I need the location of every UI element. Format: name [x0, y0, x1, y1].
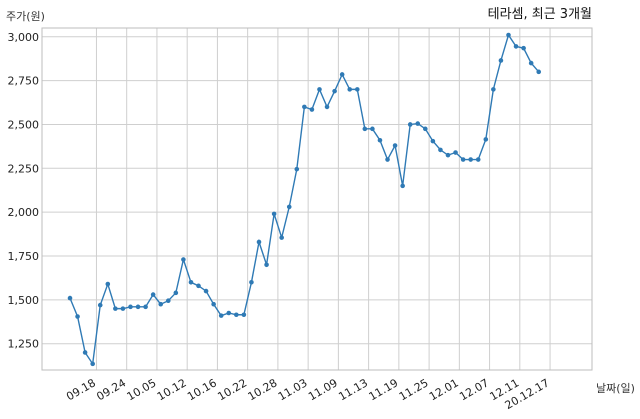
x-tick-label: 10.16	[185, 376, 219, 403]
price-point	[460, 157, 466, 162]
price-point	[173, 290, 179, 296]
price-point	[294, 166, 300, 172]
price-point	[218, 313, 224, 318]
price-point	[438, 147, 443, 153]
price-point	[97, 302, 103, 308]
price-point	[211, 301, 216, 307]
price-point	[536, 69, 542, 75]
x-tick-label: 12.01	[427, 376, 461, 403]
price-point	[521, 45, 526, 51]
y-tick-label: 2,000	[8, 206, 40, 219]
y-tick-label: 2,250	[8, 162, 40, 175]
x-tick-label: 10.05	[125, 376, 159, 403]
price-point	[90, 361, 95, 367]
y-tick-label: 2,750	[8, 75, 40, 88]
y-tick-label: 1,250	[8, 338, 40, 351]
price-point	[317, 87, 322, 92]
price-point	[377, 137, 383, 143]
price-point	[143, 304, 148, 310]
y-axis-title: 주가(원)	[6, 10, 45, 23]
price-point	[483, 137, 489, 142]
price-point	[347, 87, 353, 92]
price-point	[453, 150, 458, 155]
price-point	[150, 292, 156, 297]
price-point	[302, 104, 307, 110]
price-point	[165, 298, 171, 304]
x-tick-label: 12.07	[457, 376, 491, 403]
price-point	[475, 157, 481, 162]
y-tick-label: 1,500	[8, 294, 40, 307]
price-point	[203, 288, 209, 294]
price-point	[249, 280, 254, 285]
price-point	[309, 107, 315, 112]
price-point	[241, 312, 247, 318]
y-axis-ticks: 1,250 1,500 1,750 2,000 2,250 2,500 2,750 3,000	[8, 31, 40, 351]
price-point	[362, 126, 368, 132]
price-point	[271, 211, 277, 217]
price-point	[67, 295, 73, 301]
price-point	[105, 281, 111, 287]
price-point	[445, 152, 451, 158]
x-tick-label: 11.19	[367, 376, 401, 403]
x-tick-label: 10.12	[155, 376, 189, 403]
price-point	[400, 183, 405, 189]
price-point	[264, 262, 269, 268]
price-point	[491, 87, 496, 92]
price-point	[513, 44, 519, 49]
x-tick-label: 09.18	[64, 376, 98, 403]
price-point	[370, 126, 375, 132]
x-tick-label: 11.13	[336, 376, 370, 403]
price-point	[468, 157, 473, 162]
price-point	[113, 306, 118, 311]
price-line	[69, 33, 540, 366]
price-point	[279, 235, 284, 240]
x-tick-label: 11.09	[306, 376, 340, 403]
price-point	[75, 314, 80, 319]
price-point	[82, 350, 88, 355]
x-tick-label: 09.24	[94, 376, 128, 403]
price-point	[528, 60, 534, 66]
x-tick-label: 11.03	[276, 376, 310, 403]
price-point	[430, 138, 436, 144]
price-point	[392, 143, 398, 148]
price-point	[498, 58, 504, 63]
price-series	[67, 32, 542, 367]
gridlines	[42, 28, 592, 370]
price-point	[158, 301, 164, 307]
price-point	[181, 257, 186, 262]
price-point	[256, 239, 262, 245]
price-point	[385, 157, 390, 162]
x-tick-label: 10.28	[246, 376, 280, 403]
price-point	[188, 280, 194, 285]
price-point	[128, 304, 133, 310]
price-point	[120, 306, 126, 311]
price-point	[339, 72, 345, 77]
chart-title: 테라셈, 최근 3개월	[488, 7, 592, 22]
price-point	[286, 204, 292, 210]
y-tick-label: 1,750	[8, 250, 40, 263]
price-point	[226, 310, 232, 316]
x-tick-label: 11.25	[397, 376, 431, 403]
price-point	[135, 304, 141, 310]
price-point	[196, 283, 201, 289]
y-tick-label: 2,500	[8, 118, 40, 131]
x-axis-title: 날짜(일)	[596, 381, 635, 395]
price-point	[354, 87, 360, 92]
price-point	[234, 312, 239, 318]
price-point	[423, 126, 428, 132]
price-point	[415, 121, 421, 126]
price-point	[332, 88, 337, 94]
price-point	[324, 104, 330, 110]
y-tick-label: 3,000	[8, 31, 40, 44]
price-point	[407, 122, 413, 127]
price-point	[506, 32, 511, 38]
x-axis-ticks: 09.1809.2410.0510.1210.1610.2210.2811.03…	[64, 376, 551, 412]
x-tick-label: 10.22	[215, 376, 249, 403]
plot-area-border	[41, 27, 593, 371]
